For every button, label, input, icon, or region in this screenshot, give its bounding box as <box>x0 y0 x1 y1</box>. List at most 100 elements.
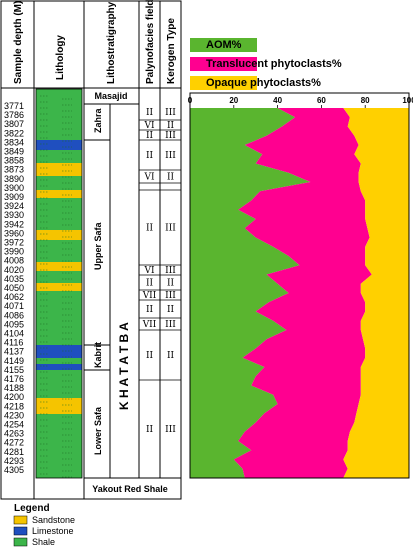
palynofacies-field: VII <box>142 320 157 330</box>
legend-label-limestone: Limestone <box>32 526 74 536</box>
depth-label: 4305 <box>4 465 24 475</box>
palynofacies-field: VI <box>143 173 154 183</box>
lithology-bed <box>36 190 82 198</box>
lithology-bed <box>36 283 82 291</box>
legend-swatch-limestone <box>13 526 28 536</box>
lithology-bed <box>36 150 82 163</box>
depth-label: 4176 <box>4 374 24 384</box>
lithology-bed <box>36 358 82 364</box>
depth-label: 4281 <box>4 447 24 457</box>
lithology-bed <box>36 262 82 271</box>
header-depth: Sample depth (M) <box>13 1 24 84</box>
header-palynofacies: Palynofacies field <box>145 0 156 84</box>
lithology-bed <box>36 271 82 283</box>
lithology-bed <box>36 364 82 370</box>
kerogen-type: III <box>165 266 176 276</box>
palynofacies-field: VI <box>143 121 154 131</box>
palynofacies-field: II <box>146 151 154 161</box>
lithology-bed <box>36 163 82 176</box>
lithology-bed <box>36 89 82 102</box>
lithology-bed <box>36 414 82 478</box>
formation-masajid: Masajid <box>94 91 127 101</box>
header-kerogen: Kerogen Type <box>166 18 177 84</box>
kerogen-type: II <box>167 351 175 361</box>
depth-label: 3942 <box>4 219 24 229</box>
palynofacies-field: VII <box>142 291 157 301</box>
depth-label: 4155 <box>4 365 24 375</box>
formation-zahra: Zahra <box>93 107 103 133</box>
legend-label-opaque: Opaque phytoclasts% <box>206 77 321 89</box>
lithology-frame <box>35 88 83 479</box>
lithology-bed <box>36 230 82 240</box>
lithology-legend: Legend Sandstone Limestone Shale <box>13 503 75 547</box>
kerogen-type: II <box>167 173 175 183</box>
plot-frame <box>189 92 410 479</box>
legend-label-shale: Shale <box>32 537 55 547</box>
depth-label: 4263 <box>4 429 24 439</box>
depth-label: 3900 <box>4 183 24 193</box>
legend-title: Legend <box>14 503 50 514</box>
palynofacies-field: VI <box>143 266 154 276</box>
legend-label-aom: AOM% <box>206 39 242 51</box>
depth-label: 4008 <box>4 256 24 266</box>
depth-label: 4272 <box>4 438 24 448</box>
lithology-bed <box>36 176 82 190</box>
depth-label: 3771 <box>4 101 24 111</box>
kerogen-type: III <box>165 224 176 234</box>
depth-label: 4050 <box>4 283 24 293</box>
lithology-bed <box>36 102 82 140</box>
x-tick-label: 80 <box>361 96 370 105</box>
depth-label: 3834 <box>4 137 24 147</box>
palynofacies-field: II <box>146 305 154 315</box>
legend-swatch-translucent <box>190 57 257 71</box>
legend-swatch-aom <box>190 38 257 52</box>
area-series-1 <box>190 108 311 478</box>
kerogen-type: III <box>165 425 176 435</box>
kerogen-type: II <box>167 279 175 289</box>
formation-lower-safa: Lower Safa <box>93 406 103 455</box>
kerogen-type: III <box>165 131 176 141</box>
legend-swatch-sandstone <box>13 515 28 525</box>
formation-kabrit: Kabrit <box>93 342 103 368</box>
depth-label: 3873 <box>4 165 24 175</box>
kerogen-type: III <box>165 291 176 301</box>
depth-label: 3909 <box>4 192 24 202</box>
lithology-column <box>35 88 83 479</box>
depth-labels: 3771378638073822383438493858387338903900… <box>4 101 24 475</box>
legend-swatch-opaque <box>190 76 257 90</box>
depth-label: 4116 <box>4 338 23 348</box>
kerogen-type: II <box>167 305 175 315</box>
palynofacies-field: II <box>146 425 154 435</box>
depth-label: 4230 <box>4 410 24 420</box>
lithology-bed <box>36 240 82 262</box>
stratigraphic-log <box>0 0 182 500</box>
kerogen-type: III <box>165 151 176 161</box>
palynofacies-field: II <box>146 224 154 234</box>
header-lithostratigraphy: Lithostratigraphy <box>106 1 117 84</box>
x-tick-label: 100 <box>402 96 413 105</box>
depth-label: 4254 <box>4 420 24 430</box>
depth-label: 3890 <box>4 174 24 184</box>
lithology-bed <box>36 198 82 230</box>
depth-label: 3849 <box>4 147 24 157</box>
x-tick-label: 40 <box>273 96 282 105</box>
depth-label: 3822 <box>4 128 24 138</box>
legend-swatch-shale <box>13 537 28 547</box>
depth-label: 4062 <box>4 292 24 302</box>
depth-label: 4071 <box>4 301 24 311</box>
depth-label: 4293 <box>4 456 24 466</box>
depth-label: 4137 <box>4 347 24 357</box>
depth-label: 4020 <box>4 265 24 275</box>
depth-label: 4035 <box>4 274 24 284</box>
formation-upper-safa: Upper Safa <box>93 221 103 270</box>
x-tick-label: 0 <box>188 96 193 105</box>
lithology-bed <box>36 345 82 358</box>
lithology-bed <box>36 291 82 345</box>
legend-label-sandstone: Sandstone <box>32 515 75 525</box>
palynofacies-field: II <box>146 279 154 289</box>
x-tick-label: 20 <box>229 96 238 105</box>
palynofacies-field: II <box>146 108 154 118</box>
palynofacies-field: II <box>146 131 154 141</box>
